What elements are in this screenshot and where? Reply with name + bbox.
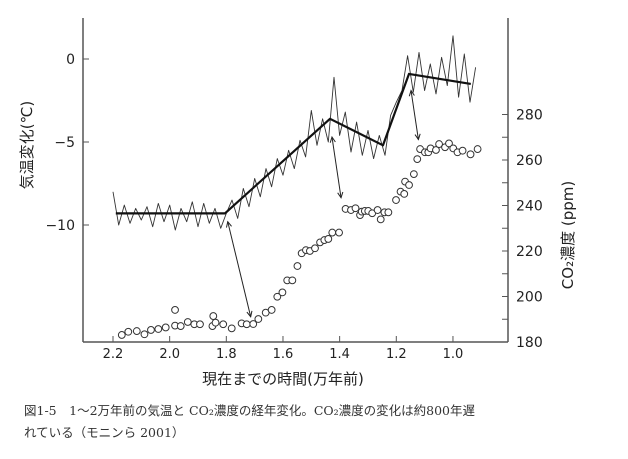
x-tick-label: 1.2 xyxy=(386,347,407,362)
co2-point xyxy=(254,315,263,323)
temperature-line xyxy=(112,35,477,231)
co2-point xyxy=(211,318,220,327)
x-tick-label: 1.6 xyxy=(273,347,294,362)
co2-point xyxy=(219,320,228,329)
co2-point xyxy=(311,244,319,253)
co2-point xyxy=(140,330,149,339)
right-tick-label: 180 xyxy=(516,335,543,351)
arrow-head xyxy=(337,191,344,199)
temperature-trend-line xyxy=(115,72,471,215)
co2-point xyxy=(132,327,141,335)
co2-point xyxy=(117,331,126,339)
x-tick-label: 1.0 xyxy=(443,347,464,362)
arrow-head xyxy=(414,133,421,141)
right-tick-label: 280 xyxy=(516,108,543,124)
y-axis-label-left: 気温変化(℃) xyxy=(18,101,36,190)
co2-point xyxy=(278,288,287,297)
arrow-line xyxy=(331,136,342,198)
x-tick-label: 2.2 xyxy=(103,347,124,362)
arrow-head xyxy=(246,310,253,318)
x-tick-label: 1.4 xyxy=(329,347,350,362)
co2-point xyxy=(435,140,443,148)
co2-point xyxy=(473,145,482,153)
arrow-line xyxy=(410,90,419,140)
caption-line-1: 図1-5 1～2万年前の気温と CO₂濃度の経年変化。CO₂濃度の変化は約800… xyxy=(24,403,476,418)
figure-caption: 図1-5 1～2万年前の気温と CO₂濃度の経年変化。CO₂濃度の変化は約800… xyxy=(24,400,564,444)
co2-point xyxy=(154,325,163,333)
co2-point xyxy=(249,320,258,328)
right-tick-label: 260 xyxy=(516,153,543,169)
x-tick-label: 2.0 xyxy=(159,347,180,362)
co2-point xyxy=(273,292,282,301)
arrow-head xyxy=(408,89,415,97)
co2-point xyxy=(335,228,343,237)
co2-point xyxy=(293,262,302,270)
co2-point xyxy=(432,146,440,154)
co2-point xyxy=(209,312,218,320)
chart-marks xyxy=(112,35,482,339)
arrow-line xyxy=(227,221,252,317)
right-tick-label: 220 xyxy=(516,244,543,260)
co2-point xyxy=(161,323,170,332)
left-tick-label: −10 xyxy=(45,218,75,234)
co2-point xyxy=(267,306,276,314)
arrow-head xyxy=(225,220,232,228)
co2-point xyxy=(227,324,236,333)
arrow-head xyxy=(329,135,336,143)
co2-point xyxy=(171,306,179,314)
caption-line-2: れている（モニンら 2001） xyxy=(24,425,185,440)
co2-point xyxy=(392,196,400,204)
co2-point xyxy=(176,322,185,330)
right-tick-label: 240 xyxy=(516,199,543,215)
co2-point xyxy=(373,206,382,214)
chart: 2.2 2.0 1.8 1.6 1.4 1.2 1.0 0 −5 −10 180 200 220 240 2… xyxy=(18,18,577,388)
axes: 2.2 2.0 1.8 1.6 1.4 1.2 1.0 0 −5 −10 180 200 220 240 2… xyxy=(45,18,543,362)
y-axis-label-right: CO₂濃度 (ppm) xyxy=(559,181,577,289)
co2-point xyxy=(409,170,418,179)
co2-point xyxy=(124,327,133,336)
co2-point xyxy=(183,318,192,326)
co2-point xyxy=(384,208,393,217)
x-tick-label: 1.8 xyxy=(216,347,237,362)
co2-point xyxy=(466,150,475,159)
co2-point xyxy=(147,326,155,334)
co2-point xyxy=(445,139,453,148)
x-axis-label: 現在までの時間(万年前) xyxy=(202,370,364,388)
right-tick-label: 200 xyxy=(516,290,543,306)
co2-point xyxy=(328,228,337,237)
co2-point xyxy=(324,235,333,243)
co2-point xyxy=(413,155,422,163)
co2-point xyxy=(351,204,360,213)
co2-point xyxy=(288,276,297,285)
co2-point xyxy=(196,320,204,329)
co2-point xyxy=(400,189,409,198)
co2-point xyxy=(376,215,385,224)
co2-point xyxy=(458,146,467,155)
co2-point xyxy=(405,181,413,189)
left-tick-label: −5 xyxy=(54,135,75,151)
co2-point xyxy=(242,320,251,329)
left-tick-label: 0 xyxy=(66,52,75,68)
